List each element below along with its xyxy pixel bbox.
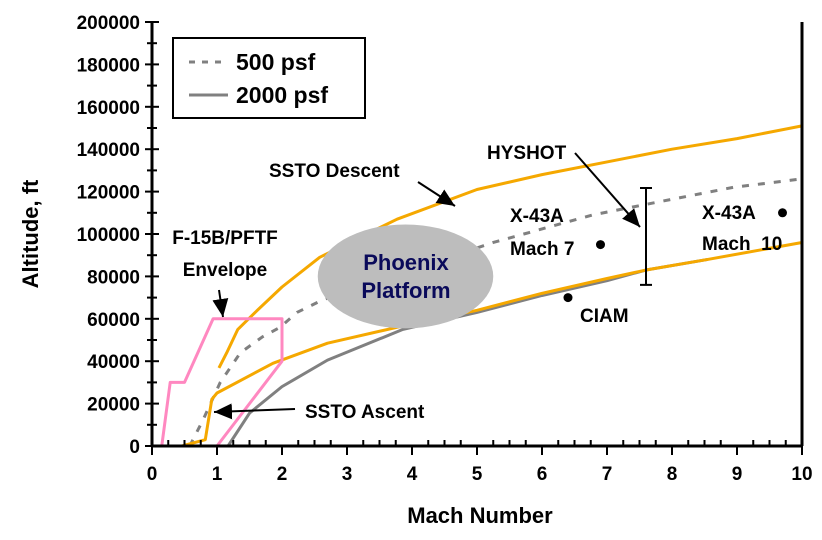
series-line-500-psf [188, 177, 803, 447]
x-tick-label: 2 [277, 464, 288, 485]
legend-box [172, 37, 366, 119]
x43a-mach10-label-1: X-43A [702, 203, 756, 224]
y-tick-label: 140000 [77, 140, 140, 161]
x-axis-title: Mach Number [407, 503, 553, 528]
legend-label-2000psf: 2000 psf [236, 82, 328, 108]
y-tick-label: 200000 [77, 13, 140, 34]
x-tick-label: 4 [407, 464, 418, 485]
hyshot-arrow [574, 152, 641, 228]
x-tick-label: 6 [537, 464, 548, 485]
y-tick-label: 180000 [77, 55, 140, 76]
y-tick-label: 60000 [87, 310, 140, 331]
y-axis-title: Altitude, ft [18, 179, 43, 288]
chart-marks [160, 124, 803, 448]
y-tick-label: 160000 [77, 98, 140, 119]
legend-label-500psf: 500 psf [236, 49, 316, 75]
x-tick-label: 5 [472, 464, 483, 485]
envelope-label-1: F-15B/PFTF [172, 228, 278, 249]
hyshot-label: HYSHOT [487, 143, 567, 164]
y-tick-label: 120000 [77, 183, 140, 204]
ssto-descent-label: SSTO Descent [269, 161, 400, 182]
y-tick-label: 0 [129, 437, 140, 458]
y-tick-label: 20000 [87, 395, 140, 416]
ssto-ascent-arrow [213, 403, 296, 420]
phoenix-label-2: Platform [361, 278, 450, 303]
x43a-mach10-label-2: Mach 10 [702, 234, 782, 255]
legend: 500 psf 2000 psf [172, 37, 366, 119]
envelope-label-2: Envelope [183, 260, 267, 281]
point-x-43a-mach-7 [596, 240, 605, 250]
y-tick-label: 40000 [87, 352, 140, 373]
ssto-ascent-label: SSTO Ascent [305, 402, 425, 423]
x43a-mach7-label-2: Mach 7 [510, 239, 574, 260]
ssto-descent-arrow [417, 181, 456, 207]
annotations: Phoenix Platform SSTO Descent SSTO Ascen… [18, 143, 782, 528]
phoenix-platform-region [317, 224, 494, 329]
x43a-mach7-label-1: X-43A [510, 206, 564, 227]
x-tick-label: 7 [602, 464, 613, 485]
point-x-43a-mach-10 [778, 208, 787, 218]
x-tick-label: 10 [791, 464, 812, 485]
x-tick-label: 9 [732, 464, 743, 485]
series-line-f-15b-pftf-envelope [160, 317, 284, 447]
envelope-arrow [212, 289, 229, 318]
series-line-ssto-descent [217, 124, 803, 369]
x-tick-label: 8 [667, 464, 678, 485]
axes: 0 20000 40000 60000 80000 100000 120000 140000 1… [77, 13, 813, 485]
x-tick-label: 3 [342, 464, 353, 485]
phoenix-label-1: Phoenix [363, 250, 449, 275]
ciam-label: CIAM [580, 306, 629, 327]
x-tick-label: 1 [212, 464, 223, 485]
y-tick-label: 100000 [77, 225, 140, 246]
point-ciam [563, 293, 573, 303]
x-tick-label: 0 [147, 464, 158, 485]
y-tick-label: 80000 [87, 267, 140, 288]
